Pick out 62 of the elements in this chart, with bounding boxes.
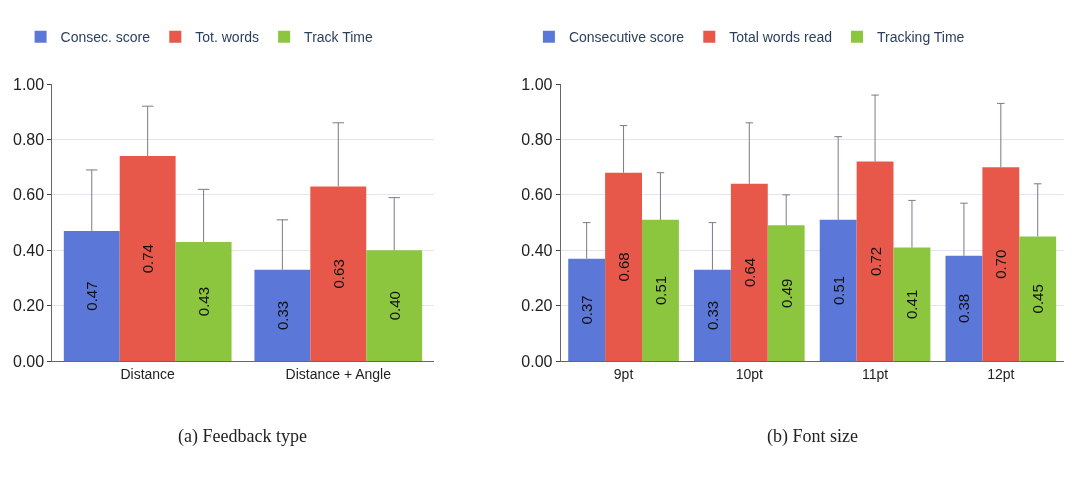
y-tick-label: 0.00 [521, 352, 553, 370]
data-label: 0.33 [703, 300, 721, 331]
bar [982, 167, 1020, 362]
data-label: 0.41 [903, 289, 921, 319]
legend-label: Tot. words [195, 29, 260, 46]
bar [310, 186, 367, 362]
text: (a) Feedback type [178, 426, 307, 447]
x-tick-label: 11pt [861, 366, 889, 382]
x-tick-label: 12pt [987, 366, 1015, 382]
bar [605, 172, 642, 362]
y-tick-label: 1.00 [13, 75, 45, 93]
bar [254, 269, 311, 362]
data-label: 0.64 [740, 257, 758, 288]
data-label: 0.38 [955, 293, 973, 324]
y-tick-label: 0.40 [521, 241, 553, 259]
data-label: 0.51 [829, 275, 847, 306]
y-tick-label: 0.00 [13, 352, 45, 370]
data-label: 0.49 [777, 278, 795, 308]
data-label: 0.51 [651, 275, 669, 306]
y-tick-label: 0.20 [13, 297, 45, 315]
data-label: 0.37 [578, 295, 596, 325]
legend-label: Tracking Time [877, 29, 965, 46]
x-tick-label: Distance + Angle [285, 366, 392, 382]
legend-label: Consec. score [60, 29, 151, 46]
bar [175, 242, 232, 362]
legend-label: Consecutive score [568, 29, 685, 46]
y-tick-label: 0.80 [521, 131, 553, 149]
data-label: 0.45 [1029, 284, 1047, 314]
bar [819, 219, 857, 362]
bar [893, 247, 931, 362]
y-tick-label: 0.60 [13, 186, 45, 204]
bar [767, 225, 805, 362]
bar [856, 161, 894, 362]
y-tick-label: 0.80 [13, 131, 45, 149]
x-tick-label: 10pt [735, 366, 764, 382]
bar [119, 156, 176, 362]
y-tick-label: 1.00 [521, 75, 553, 93]
legend-label: Track Time [304, 29, 374, 46]
x-tick-label: Distance [120, 366, 176, 382]
data-label: 0.74 [139, 244, 157, 274]
data-label: 0.47 [83, 281, 101, 311]
bar [945, 255, 983, 362]
bar [730, 183, 768, 362]
legend-label: Total words read [729, 29, 833, 46]
x-tick-label: 9pt [613, 366, 634, 382]
data-label: 0.63 [329, 259, 347, 289]
y-tick-label: 0.60 [521, 186, 553, 204]
data-label: 0.70 [992, 249, 1010, 279]
bar [568, 258, 606, 362]
bar [63, 230, 120, 362]
y-tick-label: 0.40 [13, 241, 45, 259]
data-label: 0.72 [866, 246, 884, 277]
y-tick-label: 0.20 [521, 297, 553, 315]
bar [1019, 236, 1057, 362]
bar [693, 269, 731, 362]
data-label: 0.68 [615, 252, 633, 282]
data-label: 0.40 [385, 291, 403, 321]
bar [642, 219, 679, 362]
bar [366, 250, 423, 362]
data-label: 0.43 [195, 287, 213, 317]
data-label: 0.33 [273, 300, 291, 331]
text: (b) Font size [767, 426, 858, 447]
